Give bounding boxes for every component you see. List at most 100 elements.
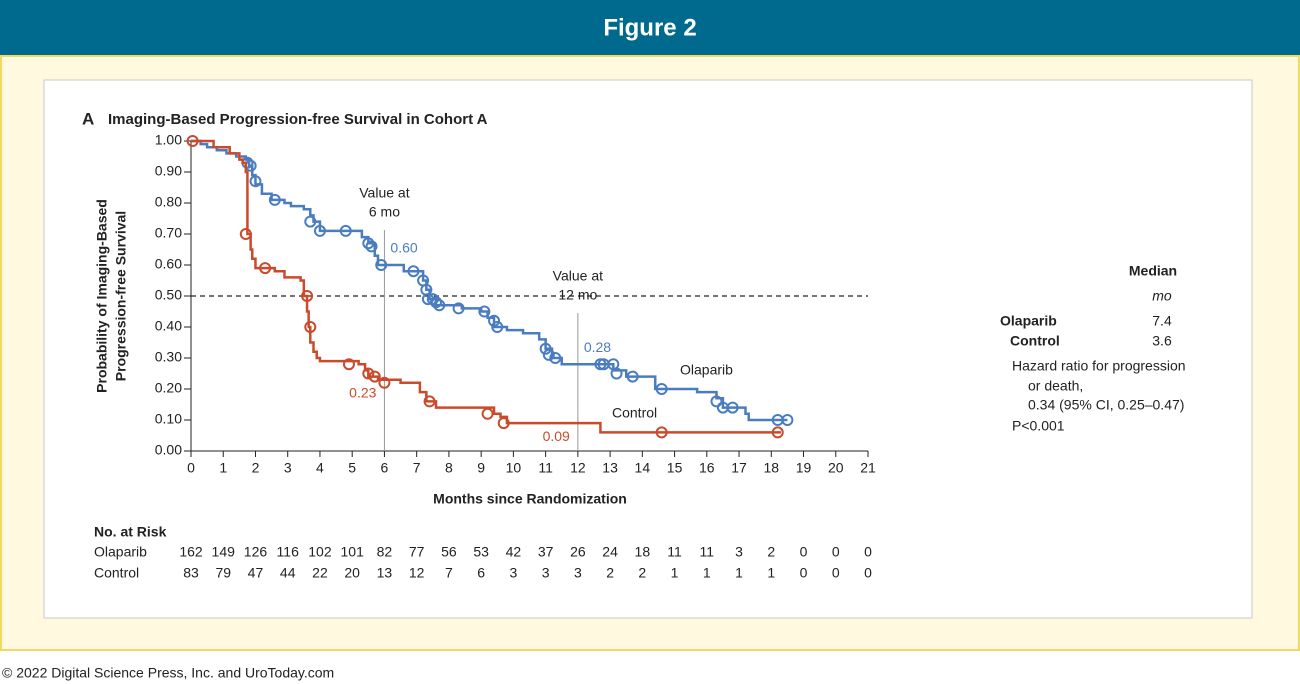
curve-label: Olaparib (680, 362, 733, 378)
x-tick-label: 21 (860, 460, 876, 476)
censor-mark (771, 426, 784, 439)
at-risk-count: 6 (477, 565, 485, 581)
summary-unit: mo (1152, 288, 1172, 304)
at-risk-count: 0 (832, 544, 840, 560)
curve-label: Control (612, 405, 657, 421)
at-risk-count: 12 (409, 565, 425, 581)
censor-mark (378, 376, 391, 389)
at-risk-count: 101 (341, 544, 365, 560)
censor-mark (426, 293, 439, 306)
y-tick-label: 0.80 (155, 194, 182, 210)
at-risk-count: 3 (574, 565, 582, 581)
censor-mark (726, 401, 739, 414)
censor-mark (610, 367, 623, 380)
at-risk-count: 1 (767, 565, 775, 581)
reference-label: Value at (359, 185, 409, 201)
at-risk-count: 47 (248, 565, 264, 581)
at-risk-count: 83 (183, 565, 199, 581)
at-risk-count: 149 (212, 544, 236, 560)
y-axis-title: Progression-free Survival (113, 211, 129, 381)
censor-mark (407, 265, 420, 278)
at-risk-count: 20 (344, 565, 360, 581)
censor-mark (301, 290, 314, 302)
y-axis-title: Probability of Imaging-Based (94, 199, 110, 393)
at-risk-name: Control (94, 565, 139, 581)
x-tick-label: 6 (381, 460, 389, 476)
x-tick-label: 8 (445, 460, 453, 476)
censor-mark (239, 228, 252, 240)
at-risk-count: 102 (308, 544, 332, 560)
at-risk-count: 2 (606, 565, 614, 581)
at-risk-count: 1 (703, 565, 711, 581)
reference-label: Value at (553, 268, 603, 284)
at-risk-count: 53 (473, 544, 489, 560)
x-tick-label: 14 (635, 460, 651, 476)
at-risk-count: 7 (445, 565, 453, 581)
at-risk-count: 0 (800, 544, 808, 560)
at-risk-count: 0 (864, 565, 872, 581)
censor-mark (452, 302, 465, 315)
y-tick-label: 0.70 (155, 225, 182, 241)
summary-value: 3.6 (1152, 333, 1172, 349)
y-tick-label: 0.10 (155, 411, 182, 427)
censor-mark (304, 321, 317, 333)
y-tick-label: 0.30 (155, 349, 182, 365)
at-risk-count: 3 (542, 565, 550, 581)
censor-mark (626, 370, 639, 383)
x-tick-label: 12 (570, 460, 586, 476)
y-tick-label: 0.40 (155, 318, 182, 334)
at-risk-count: 79 (215, 565, 231, 581)
censor-mark (375, 259, 388, 271)
at-risk-count: 116 (277, 544, 300, 560)
at-risk-count: 1 (671, 565, 679, 581)
x-tick-label: 11 (538, 460, 553, 476)
censor-mark (655, 426, 668, 439)
reference-label: 6 mo (369, 204, 400, 220)
x-tick-label: 16 (699, 460, 715, 476)
at-risk-title: No. at Risk (94, 524, 167, 540)
hazard-text: or death, (1028, 378, 1083, 394)
x-tick-label: 18 (763, 460, 779, 476)
at-risk-count: 2 (638, 565, 646, 581)
censor-mark (430, 296, 443, 309)
censor-mark (186, 135, 199, 147)
x-tick-label: 2 (252, 460, 260, 476)
x-tick-label: 9 (477, 460, 485, 476)
censor-mark (304, 215, 317, 228)
at-risk-count: 77 (409, 544, 425, 560)
y-tick-label: 0.20 (155, 380, 182, 396)
censor-mark (342, 358, 355, 371)
at-risk-count: 56 (441, 544, 457, 560)
copyright: © 2022 Digital Science Press, Inc. and U… (2, 665, 334, 681)
at-risk-count: 22 (312, 565, 328, 581)
at-risk-name: Olaparib (94, 544, 147, 560)
censor-mark (491, 321, 504, 333)
x-axis-title: Months since Randomization (433, 491, 627, 507)
at-risk-count: 37 (538, 544, 554, 560)
x-tick-label: 17 (731, 460, 747, 476)
at-risk-count: 0 (864, 544, 872, 560)
at-risk-count: 82 (377, 544, 393, 560)
censor-mark (268, 193, 281, 206)
censor-mark (549, 352, 562, 364)
at-risk-count: 162 (179, 544, 203, 560)
x-tick-label: 15 (667, 460, 683, 476)
summary-value: 7.4 (1152, 313, 1172, 329)
at-risk-count: 18 (635, 544, 651, 560)
censor-mark (710, 395, 723, 408)
x-tick-label: 5 (348, 460, 356, 476)
censor-mark (542, 348, 555, 361)
x-tick-label: 1 (219, 460, 227, 476)
censor-mark (488, 314, 501, 327)
censor-mark (365, 240, 378, 253)
censor-mark (313, 224, 326, 237)
x-tick-label: 7 (413, 460, 421, 476)
at-risk-count: 11 (667, 544, 682, 560)
censor-mark (368, 370, 381, 383)
y-tick-label: 0.90 (155, 163, 182, 179)
censor-mark (362, 237, 375, 250)
summary-name: Olaparib (1000, 313, 1057, 329)
censor-mark (655, 383, 668, 395)
x-tick-label: 0 (187, 460, 195, 476)
censor-mark (259, 262, 272, 275)
